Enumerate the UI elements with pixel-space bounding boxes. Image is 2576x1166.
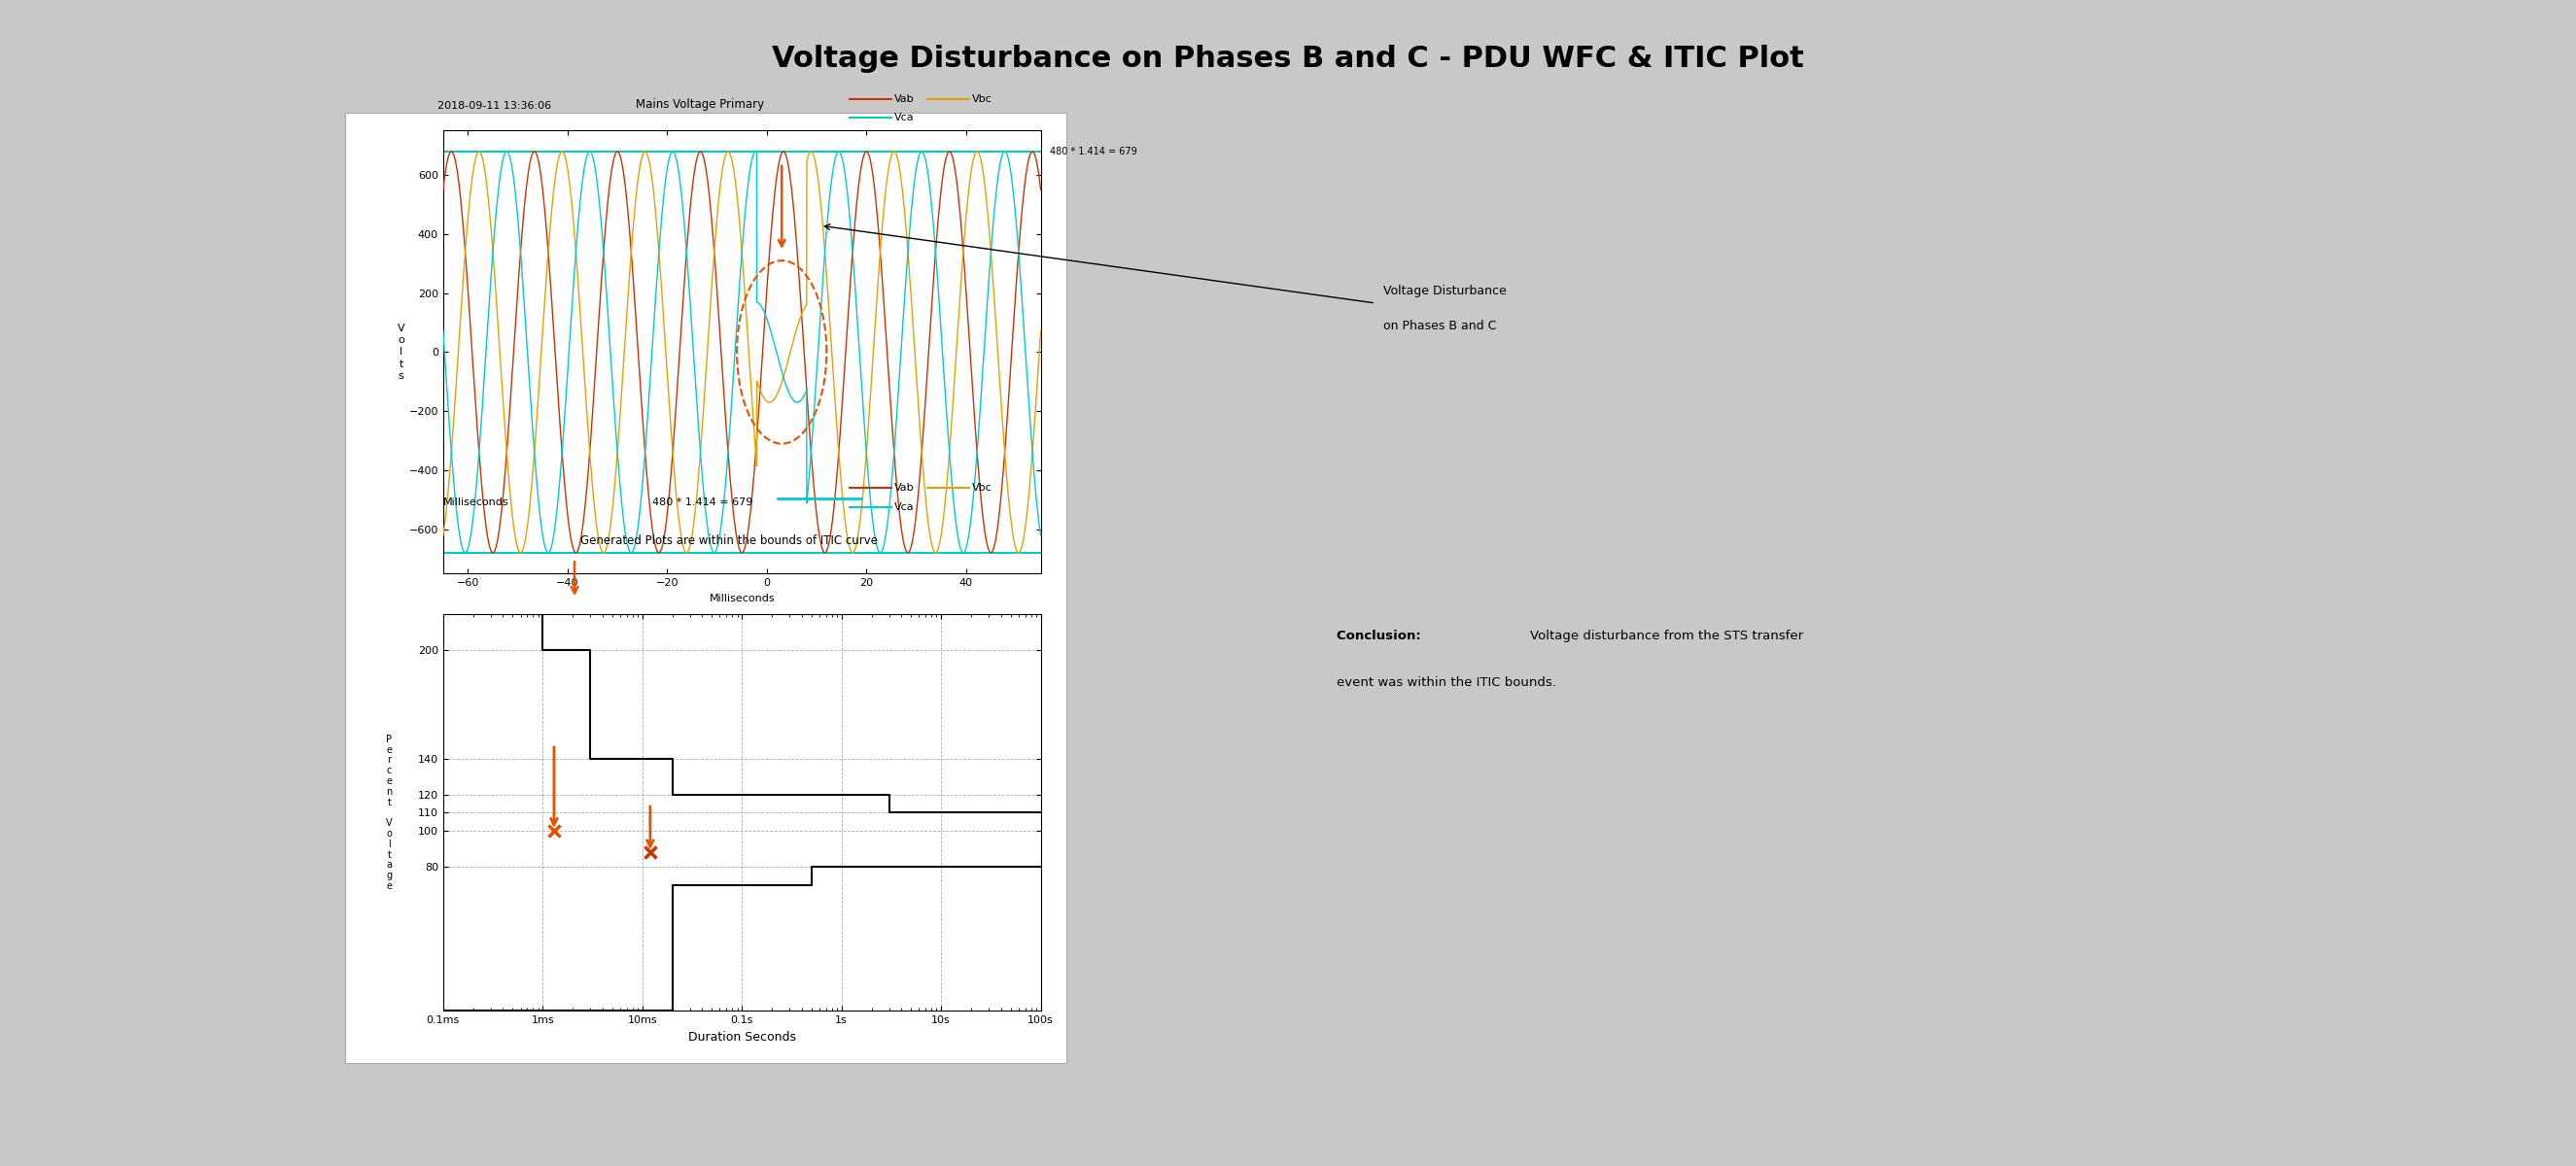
Text: Voltage disturbance from the STS transfer: Voltage disturbance from the STS transfe… (1530, 630, 1803, 642)
Text: Milliseconds: Milliseconds (443, 498, 510, 507)
X-axis label: Duration Seconds: Duration Seconds (688, 1031, 796, 1044)
Text: on Phases B and C: on Phases B and C (1383, 319, 1497, 332)
Text: 480 * 1.414 = 679: 480 * 1.414 = 679 (1048, 147, 1136, 156)
Text: 480 * 1.414 = 679: 480 * 1.414 = 679 (652, 498, 752, 507)
Text: Vca: Vca (894, 112, 914, 122)
Text: Vab: Vab (894, 94, 914, 105)
Text: event was within the ITIC bounds.: event was within the ITIC bounds. (1337, 676, 1556, 689)
Text: Voltage Disturbance: Voltage Disturbance (1383, 285, 1507, 297)
Text: V
o
l
t
s: V o l t s (397, 323, 404, 381)
Text: 2018-09-11 13:36:06: 2018-09-11 13:36:06 (438, 101, 551, 111)
Text: P
e
r
c
e
n
t

V
o
l
t
a
g
e: P e r c e n t V o l t a g e (386, 735, 392, 891)
Text: Generated Plots are within the bounds of ITIC curve: Generated Plots are within the bounds of… (580, 534, 878, 547)
Text: Conclusion:: Conclusion: (1337, 630, 1425, 642)
Text: Vca: Vca (894, 503, 914, 512)
Text: Mains Voltage Primary: Mains Voltage Primary (636, 98, 765, 111)
X-axis label: Milliseconds: Milliseconds (708, 593, 775, 603)
Text: Voltage Disturbance on Phases B and C - PDU WFC & ITIC Plot: Voltage Disturbance on Phases B and C - … (773, 44, 1803, 72)
Text: Vbc: Vbc (971, 483, 992, 492)
Text: Vab: Vab (894, 483, 914, 492)
Text: Vbc: Vbc (971, 94, 992, 105)
